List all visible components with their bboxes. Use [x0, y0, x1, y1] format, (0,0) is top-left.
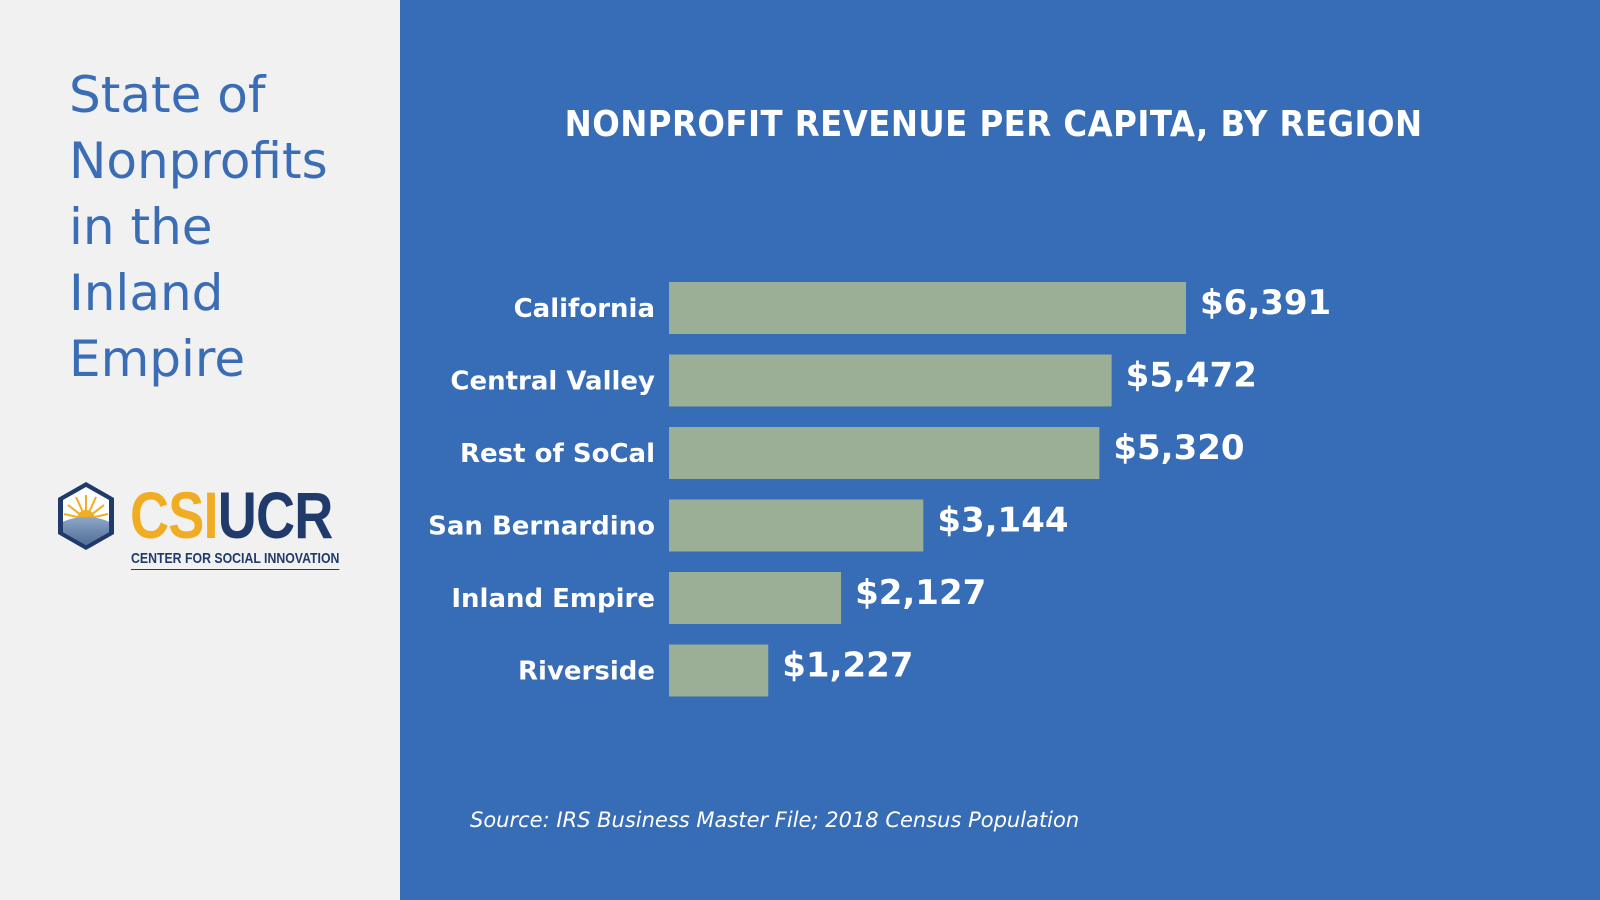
bar: [669, 282, 1186, 334]
source-note: Source: IRS Business Master File; 2018 C…: [470, 808, 1080, 832]
bar: [669, 499, 924, 552]
category-label: California: [514, 294, 655, 324]
title-line: State of: [69, 66, 266, 124]
data-label: $5,472: [1126, 356, 1257, 396]
category-label: Inland Empire: [451, 584, 655, 614]
data-label: $6,391: [1200, 283, 1331, 323]
title-line: Nonprofits: [69, 132, 328, 190]
data-label: $1,227: [782, 646, 913, 686]
sunrise-hexagon-icon: [58, 482, 114, 550]
bar-chart: California $6,391 Central Valley $5,472 Rest…: [428, 282, 1331, 697]
title-line: Empire: [69, 330, 246, 388]
chart-title: NONPROFIT REVENUE PER CAPITA, BY REGION: [400, 104, 1600, 145]
sidebar: State of Nonprofits in the Inland Empire: [0, 0, 400, 900]
category-label: San Bernardino: [428, 512, 655, 542]
title-line: in the: [69, 198, 213, 256]
logo-ucr: UCR: [217, 478, 334, 552]
slide-title: State of Nonprofits in the Inland Empire: [69, 62, 389, 392]
data-label: $2,127: [855, 573, 986, 613]
bar: [669, 572, 842, 624]
logo-csi: CSI: [130, 478, 219, 552]
bar: [669, 354, 1112, 407]
csiucr-logo: CSIUCR CENTER FOR SOCIAL INNOVATION: [54, 480, 340, 572]
logo-wordmark: CSIUCR: [130, 480, 333, 550]
chart-title-text: NONPROFIT REVENUE PER CAPITA, BY REGION: [565, 104, 1423, 145]
data-label: $3,144: [937, 501, 1068, 541]
category-label: Central Valley: [450, 367, 655, 397]
category-label: Riverside: [518, 657, 655, 687]
logo-subtitle: CENTER FOR SOCIAL INNOVATION: [131, 550, 340, 570]
bar: [669, 427, 1100, 479]
title-line: Inland: [69, 264, 224, 322]
data-label: $5,320: [1113, 428, 1244, 468]
category-label: Rest of SoCal: [460, 439, 655, 469]
bar: [669, 644, 769, 697]
